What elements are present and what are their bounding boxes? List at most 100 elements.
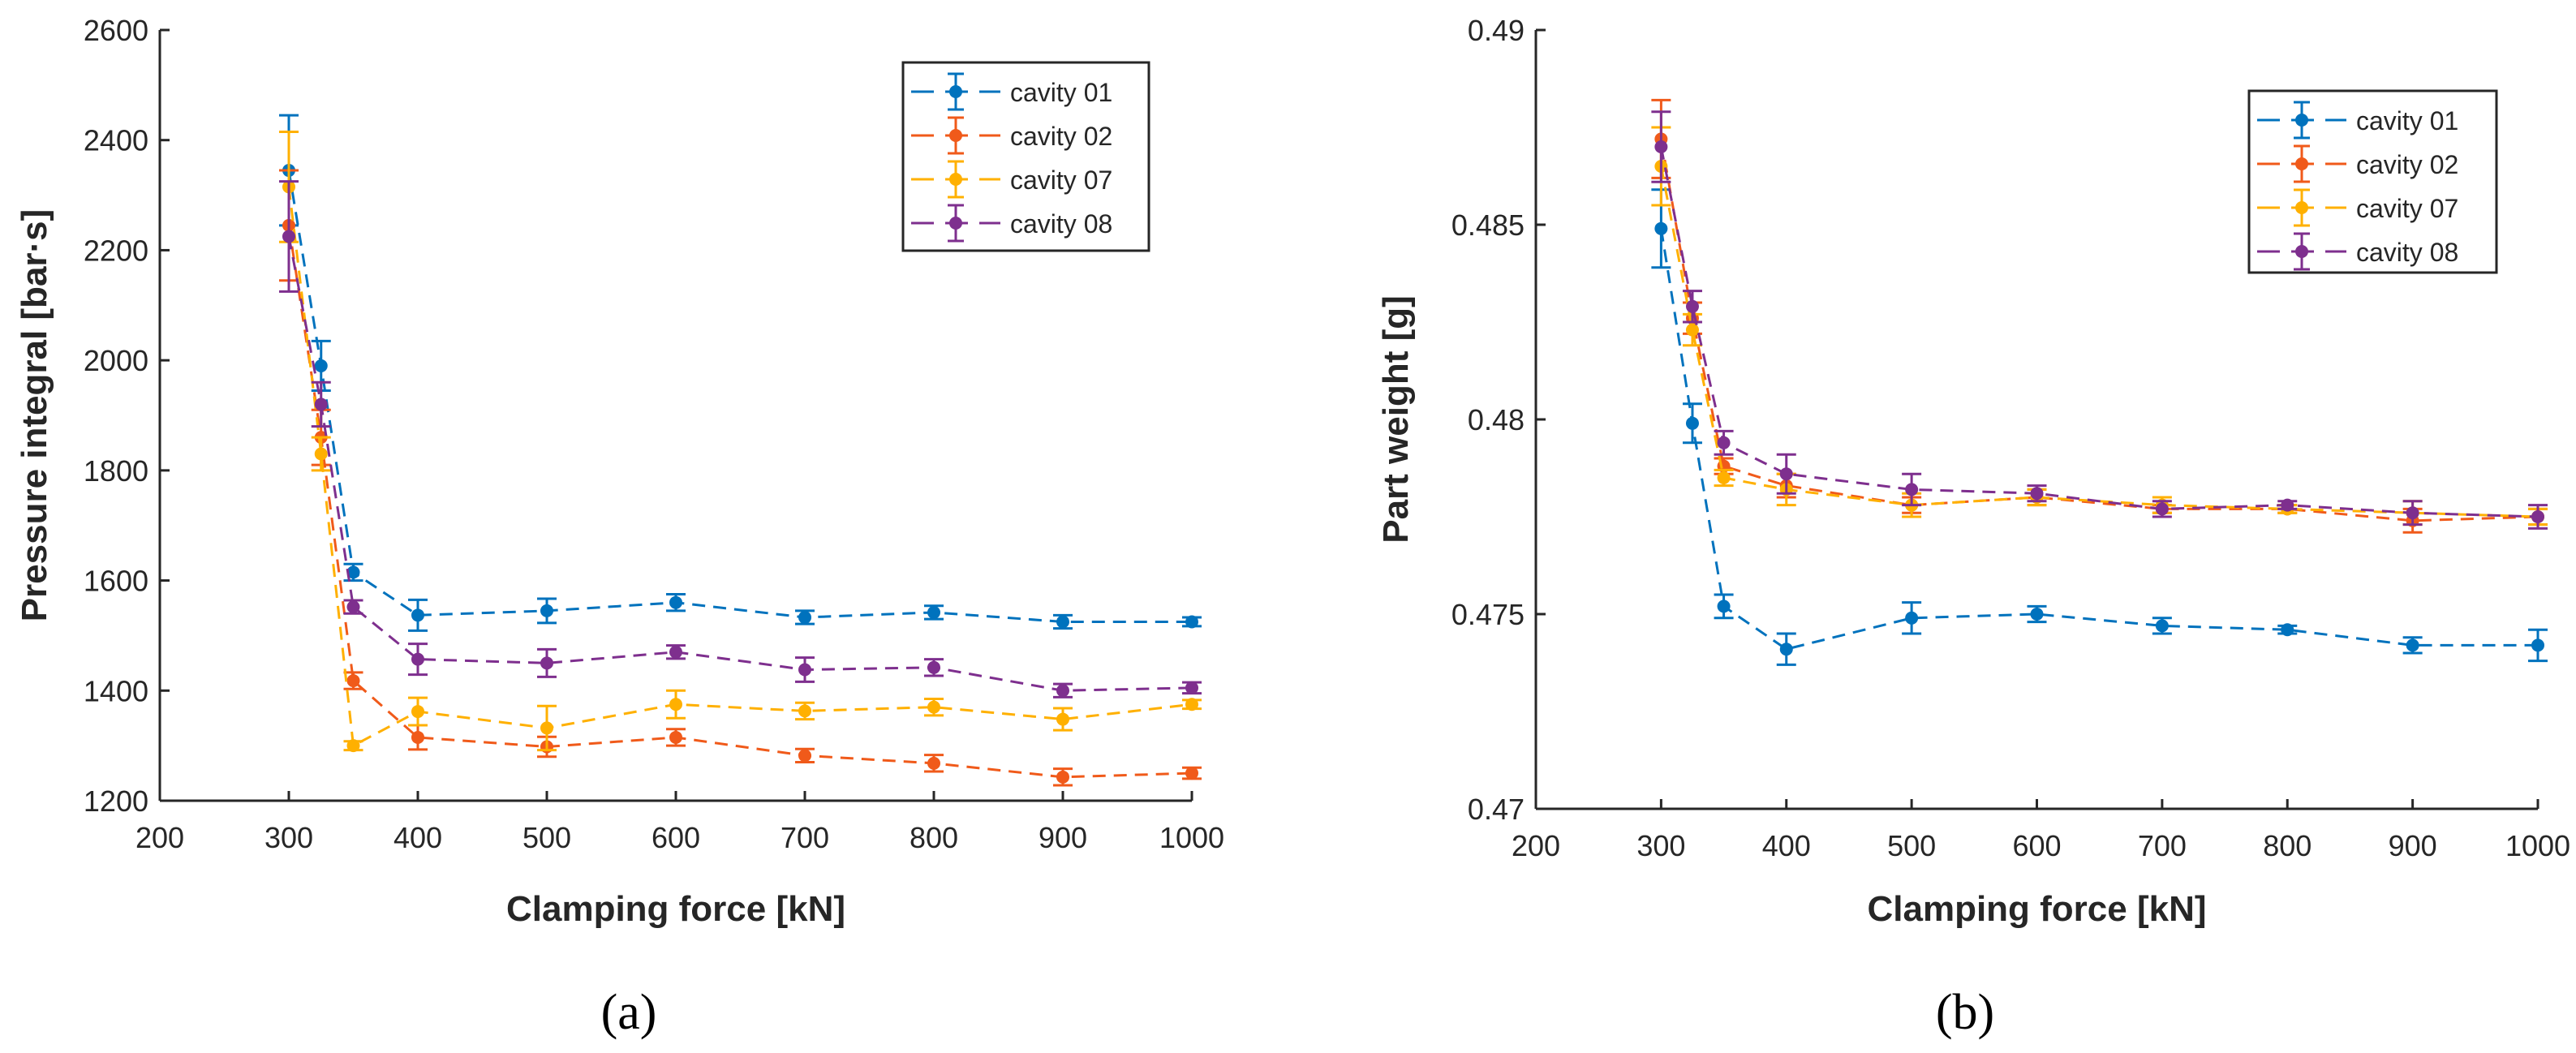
x-tick-label: 800 bbox=[910, 821, 958, 854]
y-tick-label: 2000 bbox=[84, 344, 148, 377]
legend-label: cavity 07 bbox=[2356, 194, 2458, 223]
data-point bbox=[1685, 299, 1699, 313]
x-tick-label: 900 bbox=[2389, 829, 2437, 862]
legend-label: cavity 01 bbox=[2356, 106, 2458, 135]
y-tick-label: 1400 bbox=[84, 674, 148, 707]
series-line bbox=[1659, 228, 2538, 651]
x-tick-label: 300 bbox=[1636, 829, 1685, 862]
data-point bbox=[1779, 643, 1793, 656]
data-point bbox=[927, 756, 940, 770]
data-point bbox=[927, 660, 940, 674]
data-point bbox=[314, 398, 328, 411]
data-point bbox=[1905, 483, 1919, 496]
data-point bbox=[540, 656, 553, 670]
data-point bbox=[2030, 608, 2044, 621]
y-tick-label: 0.47 bbox=[1468, 793, 1525, 826]
data-point bbox=[346, 674, 360, 688]
series-line bbox=[287, 236, 1193, 692]
data-point bbox=[411, 608, 424, 622]
data-point bbox=[2531, 638, 2544, 652]
data-point bbox=[798, 704, 811, 718]
data-point bbox=[1779, 467, 1793, 481]
legend-label: cavity 02 bbox=[2356, 150, 2458, 179]
panel-label: (b) bbox=[1936, 985, 1994, 1040]
legend: cavity 01 cavity 02 cavity 07 cavity 08 bbox=[901, 61, 1150, 252]
x-tick-label: 500 bbox=[1887, 829, 1936, 862]
series-line bbox=[1659, 146, 2539, 518]
data-point bbox=[1654, 140, 1668, 153]
x-tick-label: 500 bbox=[523, 821, 571, 854]
x-tick-label: 400 bbox=[1762, 829, 1811, 862]
data-point bbox=[2281, 498, 2294, 512]
data-point bbox=[669, 595, 682, 609]
data-point bbox=[346, 739, 360, 753]
legend-marker bbox=[949, 217, 962, 230]
data-point bbox=[1185, 767, 1198, 780]
data-point bbox=[1056, 615, 1069, 629]
x-axis-label: Clamping force [kN] bbox=[1867, 889, 2206, 929]
data-point bbox=[927, 700, 940, 714]
legend-box bbox=[2247, 89, 2498, 274]
data-point bbox=[346, 565, 360, 579]
data-point bbox=[1185, 615, 1198, 629]
legend-box bbox=[901, 61, 1150, 252]
data-point bbox=[2531, 510, 2544, 523]
data-point bbox=[411, 705, 424, 719]
data-point bbox=[411, 652, 424, 666]
x-tick-label: 700 bbox=[2138, 829, 2187, 862]
y-tick-label: 2200 bbox=[84, 234, 148, 267]
x-tick-label: 800 bbox=[2263, 829, 2312, 862]
panel-label: (a) bbox=[601, 985, 657, 1040]
data-point bbox=[1717, 471, 1731, 484]
data-point bbox=[1685, 323, 1699, 337]
data-point bbox=[2406, 638, 2419, 652]
series-cavity-08 bbox=[1651, 110, 2548, 530]
series-line bbox=[287, 170, 1192, 623]
data-point bbox=[540, 604, 553, 617]
data-point bbox=[1056, 712, 1069, 726]
data-point bbox=[314, 447, 328, 461]
legend-marker bbox=[2295, 157, 2308, 170]
y-tick-label: 0.48 bbox=[1468, 403, 1525, 436]
data-point bbox=[540, 721, 553, 735]
data-point bbox=[1185, 698, 1198, 711]
x-tick-label: 300 bbox=[264, 821, 313, 854]
legend-label: cavity 08 bbox=[1010, 209, 1112, 239]
data-point bbox=[669, 730, 682, 744]
x-tick-label: 400 bbox=[393, 821, 442, 854]
y-tick-label: 1800 bbox=[84, 454, 148, 488]
y-tick-label: 0.475 bbox=[1451, 598, 1525, 631]
data-point bbox=[1717, 600, 1731, 613]
data-point bbox=[798, 611, 811, 625]
legend-label: cavity 01 bbox=[1010, 78, 1112, 107]
y-tick-label: 2600 bbox=[84, 14, 148, 47]
y-tick-label: 0.49 bbox=[1468, 14, 1525, 47]
series-line bbox=[287, 187, 1193, 748]
data-point bbox=[2155, 502, 2169, 516]
data-point bbox=[1685, 416, 1699, 430]
data-point bbox=[798, 663, 811, 677]
data-point bbox=[282, 230, 295, 243]
data-point bbox=[1056, 770, 1069, 784]
x-tick-label: 1000 bbox=[1159, 821, 1224, 854]
x-tick-label: 700 bbox=[781, 821, 829, 854]
data-point bbox=[1185, 681, 1198, 694]
data-point bbox=[1654, 221, 1668, 235]
data-point bbox=[798, 749, 811, 763]
x-tick-label: 600 bbox=[652, 821, 700, 854]
data-point bbox=[669, 698, 682, 711]
x-tick-label: 900 bbox=[1039, 821, 1087, 854]
data-point bbox=[346, 600, 360, 614]
series-cavity-07 bbox=[279, 131, 1202, 753]
legend-marker bbox=[2295, 201, 2308, 214]
data-point bbox=[314, 359, 328, 372]
y-tick-label: 1200 bbox=[84, 784, 148, 818]
data-point bbox=[1905, 611, 1919, 625]
y-tick-label: 0.485 bbox=[1451, 208, 1525, 242]
legend: cavity 01 cavity 02 cavity 07 cavity 08 bbox=[2247, 89, 2498, 274]
data-point bbox=[1717, 436, 1731, 449]
data-point bbox=[927, 605, 940, 619]
data-point bbox=[411, 730, 424, 744]
y-axis-label: Pressure integral [bar·s] bbox=[15, 209, 54, 622]
